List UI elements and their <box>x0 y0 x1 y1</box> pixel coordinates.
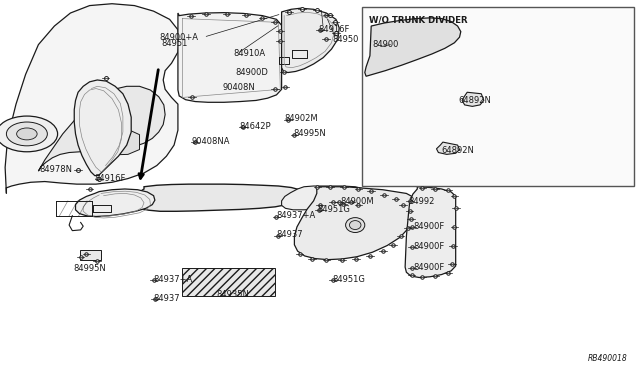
Bar <box>182 268 275 296</box>
Text: 84937+A: 84937+A <box>276 211 316 219</box>
Polygon shape <box>294 187 415 260</box>
Text: 84937: 84937 <box>276 230 303 239</box>
Ellipse shape <box>349 221 361 230</box>
Text: 64892N: 64892N <box>458 96 491 105</box>
Polygon shape <box>365 18 461 76</box>
Polygon shape <box>133 184 302 211</box>
Text: 84937: 84937 <box>154 294 180 303</box>
Text: 84935N: 84935N <box>216 290 249 299</box>
Text: 90408NA: 90408NA <box>192 137 230 146</box>
Circle shape <box>0 116 58 152</box>
Text: 84900M: 84900M <box>340 197 374 206</box>
Text: 84995N: 84995N <box>293 129 326 138</box>
Polygon shape <box>462 92 484 106</box>
Text: 84900F: 84900F <box>413 242 445 251</box>
Polygon shape <box>38 86 165 171</box>
Polygon shape <box>436 142 460 154</box>
Text: 64892N: 64892N <box>442 146 474 155</box>
Text: 84951: 84951 <box>161 39 188 48</box>
Polygon shape <box>282 186 368 210</box>
Text: RB490018: RB490018 <box>588 354 627 363</box>
Text: 84951G: 84951G <box>333 275 365 283</box>
Circle shape <box>17 128 37 140</box>
Text: 84978N: 84978N <box>40 165 73 174</box>
Bar <box>362 7 634 186</box>
Polygon shape <box>405 187 456 278</box>
Text: 84951G: 84951G <box>317 205 350 214</box>
Text: 84910A: 84910A <box>234 49 266 58</box>
Text: 84995N: 84995N <box>73 264 106 273</box>
Text: 84916F: 84916F <box>319 25 350 33</box>
Polygon shape <box>74 80 131 176</box>
Text: 84916F: 84916F <box>95 174 126 183</box>
Text: 84900+A: 84900+A <box>159 33 198 42</box>
Text: 84900: 84900 <box>372 39 399 48</box>
Ellipse shape <box>346 218 365 232</box>
Text: 84642P: 84642P <box>239 122 271 131</box>
Text: 84900D: 84900D <box>236 68 268 77</box>
Text: 84900F: 84900F <box>413 263 445 272</box>
Polygon shape <box>5 4 179 193</box>
Text: 84992: 84992 <box>408 197 435 206</box>
Text: 84902M: 84902M <box>285 114 319 123</box>
Polygon shape <box>76 189 155 217</box>
Text: 90408N: 90408N <box>223 83 255 92</box>
Text: 84900F: 84900F <box>413 222 445 231</box>
Polygon shape <box>178 13 282 102</box>
Circle shape <box>6 122 47 146</box>
Text: 84937+A: 84937+A <box>154 275 193 283</box>
Text: W/O TRUNK DIVIDER: W/O TRUNK DIVIDER <box>369 16 468 25</box>
Polygon shape <box>80 250 101 260</box>
Polygon shape <box>282 8 339 73</box>
Polygon shape <box>84 129 140 155</box>
Text: 84950: 84950 <box>333 35 359 44</box>
